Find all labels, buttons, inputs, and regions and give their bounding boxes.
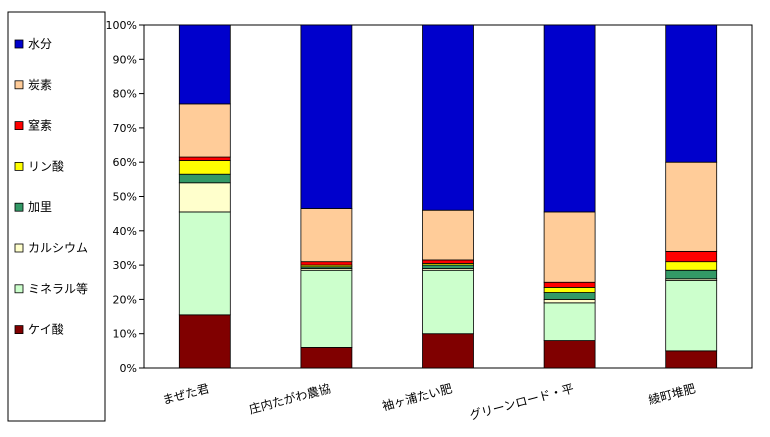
bar-segment (178, 182, 231, 213)
legend-label: カルシウム (28, 241, 88, 255)
legend-label: 窒素 (28, 118, 52, 133)
legend-swatch (14, 39, 24, 49)
y-tick-label: 60% (113, 156, 137, 169)
x-tick-label: 庄内たがわ農協 (247, 380, 332, 416)
bar-segment (543, 340, 596, 369)
bar-segment (665, 161, 718, 252)
x-tick-label: グリーンロード・平 (468, 381, 575, 422)
bar-segment (422, 24, 474, 211)
legend-label: 加里 (28, 200, 52, 214)
y-tick-label: 100% (106, 19, 137, 32)
bar-segment (300, 24, 353, 209)
bar-segment (665, 280, 718, 352)
bar-segment (178, 160, 231, 175)
legend-label: 水分 (28, 37, 52, 51)
legend-swatch (14, 80, 24, 90)
y-tick-label: 50% (113, 191, 137, 204)
bar-segment (178, 24, 231, 105)
bar-segment (543, 281, 596, 288)
bar-segment (300, 269, 353, 348)
bar-segment (543, 292, 596, 300)
bar-segment (178, 173, 231, 184)
legend-swatch (14, 161, 24, 171)
legend-label: ミネラル等 (28, 282, 88, 296)
bar-segment (543, 211, 596, 283)
legend-swatch (14, 284, 24, 294)
legend-label: リン酸 (28, 158, 64, 173)
legend-swatch (14, 325, 24, 335)
legend-label: 炭素 (28, 78, 52, 92)
bar-segment (178, 314, 231, 369)
legend-swatch (14, 243, 24, 253)
bar-segment (422, 264, 474, 269)
bar-segment (300, 347, 353, 369)
bar-segment (178, 103, 231, 158)
bar-segment (665, 250, 718, 263)
legend-label: ケイ酸 (28, 322, 64, 337)
bar-segment (543, 302, 596, 341)
bar-segment (422, 269, 474, 335)
y-tick-label: 70% (113, 122, 137, 135)
y-tick-label: 80% (113, 88, 137, 101)
x-tick-label: 綾町堆肥 (647, 380, 697, 407)
bar-segment (178, 156, 231, 161)
bar-segment (422, 259, 474, 264)
legend-swatch (14, 202, 24, 212)
y-tick-label: 10% (113, 328, 137, 341)
y-tick-label: 90% (113, 53, 137, 66)
y-tick-label: 40% (113, 225, 137, 238)
x-tick-label: 袖ヶ浦たい肥 (380, 380, 453, 413)
bar-segment (665, 261, 718, 271)
bar-segment (665, 350, 718, 369)
bar-segment (422, 209, 474, 261)
x-tick-label: まぜた君 (161, 381, 211, 407)
bar-segment (543, 286, 596, 293)
bar-segment (665, 24, 718, 163)
bar-segment (543, 24, 596, 213)
legend-box (7, 11, 106, 422)
bar-segment (178, 211, 231, 316)
bar-segment (665, 269, 718, 280)
legend-swatch (14, 121, 24, 130)
y-tick-label: 0% (120, 362, 137, 375)
bar-segment (543, 298, 596, 304)
y-tick-label: 30% (113, 259, 137, 272)
bar-segment (422, 333, 474, 369)
bar-segment (300, 208, 353, 263)
bar-segment (300, 261, 353, 266)
y-tick-label: 20% (113, 293, 137, 306)
